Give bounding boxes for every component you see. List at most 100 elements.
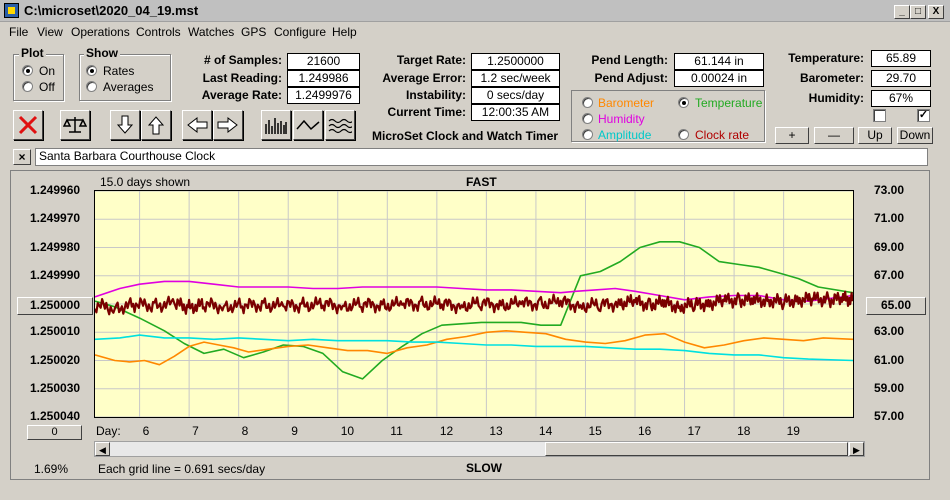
app-caption: MicroSet Clock and Watch Timer [372,129,559,143]
y-right-tick: 73.00 [874,183,905,197]
series-barometer-line [94,330,854,366]
up-arrow-button[interactable] [141,110,171,140]
chart-bottom-title: SLOW [466,461,502,475]
show-group-title: Show [84,46,120,60]
y-left-tick: 1.250010 [30,324,81,339]
humidity-field: 67% [871,90,931,107]
minus-button[interactable]: — [814,127,854,144]
show-averages-radio[interactable] [86,81,97,92]
menu-controls[interactable]: Controls [136,25,181,39]
temperature-label: Temperature: [788,51,864,65]
left-spinner[interactable]: 0 [27,425,82,440]
plus-button[interactable]: + [775,127,809,144]
pend-adjust-field: 0.00024 in [674,70,764,87]
y-left-tick: 1.249980 [30,239,81,254]
samples-label: # of Samples: [203,53,282,67]
red-x-icon [18,115,38,135]
close-button[interactable]: X [928,5,944,19]
waves-button[interactable] [325,110,355,140]
chart-svg [93,190,854,418]
humidity-radio[interactable] [582,113,593,124]
temperature-option[interactable]: Temperature [695,96,763,110]
pend-length-field[interactable]: 61.144 in [674,53,764,70]
barometer-radio[interactable] [582,97,593,108]
menu-gps[interactable]: GPS [241,25,267,39]
menu-watches[interactable]: Watches [188,25,235,39]
menu-file[interactable]: File [9,25,29,39]
scroll-thumb[interactable] [545,442,848,456]
stop-button[interactable] [13,110,43,140]
show-rates-label[interactable]: Rates [103,64,135,78]
clock-name-field[interactable]: Santa Barbara Courthouse Clock [35,148,928,166]
target-rate-field[interactable]: 1.2500000 [471,53,560,70]
app-icon[interactable] [4,3,19,18]
chart-scrollbar[interactable]: ◀ ▶ [94,441,865,457]
y-left-tick: 1.250020 [30,352,81,367]
average-rate-field: 1.2499976 [287,87,360,104]
down-arrow-button[interactable] [110,110,140,140]
temperature-field: 65.89 [871,50,931,67]
last-reading-label: Last Reading: [202,71,282,85]
x-tick-label: 10 [340,424,355,438]
window-title: C:\microset\2020_04_19.mst [24,3,199,18]
minimize-button[interactable]: _ [894,5,910,19]
title-bar: C:\microset\2020_04_19.mst _ □ X [0,0,950,22]
menu-operations[interactable]: Operations [71,25,130,39]
maximize-button[interactable]: □ [910,5,926,19]
up-button[interactable]: Up [858,127,892,144]
scroll-left-button[interactable]: ◀ [95,442,110,456]
y-left-tick: 1.249970 [30,211,81,226]
clear-clock-button[interactable]: × [13,149,31,165]
barometer-option[interactable]: Barometer [598,96,655,110]
env-checkbox-1[interactable] [873,109,886,122]
trend-button[interactable] [293,110,323,140]
last-reading-field: 1.249986 [287,70,360,87]
plot-off-label[interactable]: Off [39,80,55,94]
y-left-tick: 1.250040 [30,409,81,423]
grid-note: Each grid line = 0.691 secs/day [98,462,266,476]
amplitude-option[interactable]: Amplitude [598,128,652,142]
barometer-label: Barometer: [799,71,864,85]
x-tick-label: 18 [737,424,751,438]
plot-on-radio[interactable] [22,65,33,76]
show-rates-radio[interactable] [86,65,97,76]
y-right-tick: 67.00 [874,267,905,282]
plot-on-label[interactable]: On [39,64,56,78]
clock-rate-radio[interactable] [678,129,689,140]
series-temperature-line [94,240,854,380]
y-left-tick: 1.249960 [30,183,81,197]
amplitude-radio[interactable] [582,129,593,140]
target-rate-label: Target Rate: [396,53,466,67]
show-averages-label[interactable]: Averages [103,80,154,94]
down-button[interactable]: Down [897,127,933,144]
current-time-label: Current Time: [387,105,466,119]
env-checkbox-2[interactable]: ✓ [917,109,930,122]
instability-field: 0 secs/day [471,87,560,104]
humidity-option[interactable]: Humidity [598,112,645,126]
right-center-button[interactable]: 65.00 [866,297,926,315]
scale-note: 1.69% [34,462,69,476]
menu-configure[interactable]: Configure [274,25,327,39]
right-arrow-button[interactable] [213,110,243,140]
left-arrow-button[interactable] [182,110,212,140]
histogram-icon [265,118,287,134]
show-group [79,54,171,101]
histogram-button[interactable] [261,110,291,140]
clock-rate-option[interactable]: Clock rate [695,128,750,142]
x-axis-label: Day: [96,424,121,438]
left-center-button[interactable]: 1.250000 [17,297,93,315]
menu-view[interactable]: View [37,25,63,39]
balance-scale-icon [63,117,87,133]
temperature-radio[interactable] [678,97,689,108]
current-time-field: 12:00:35 AM [471,104,560,121]
balance-button[interactable] [60,110,90,140]
menu-help[interactable]: Help [332,25,357,39]
left-arrow-icon [187,116,208,134]
y-right-tick: 71.00 [874,211,905,226]
x-tick-label: 9 [291,424,298,438]
y-right-tick: 63.00 [874,324,905,339]
average-error-label: Average Error: [382,71,466,85]
plot-off-radio[interactable] [22,81,33,92]
scroll-right-button[interactable]: ▶ [849,442,864,456]
instability-label: Instability: [405,88,466,102]
